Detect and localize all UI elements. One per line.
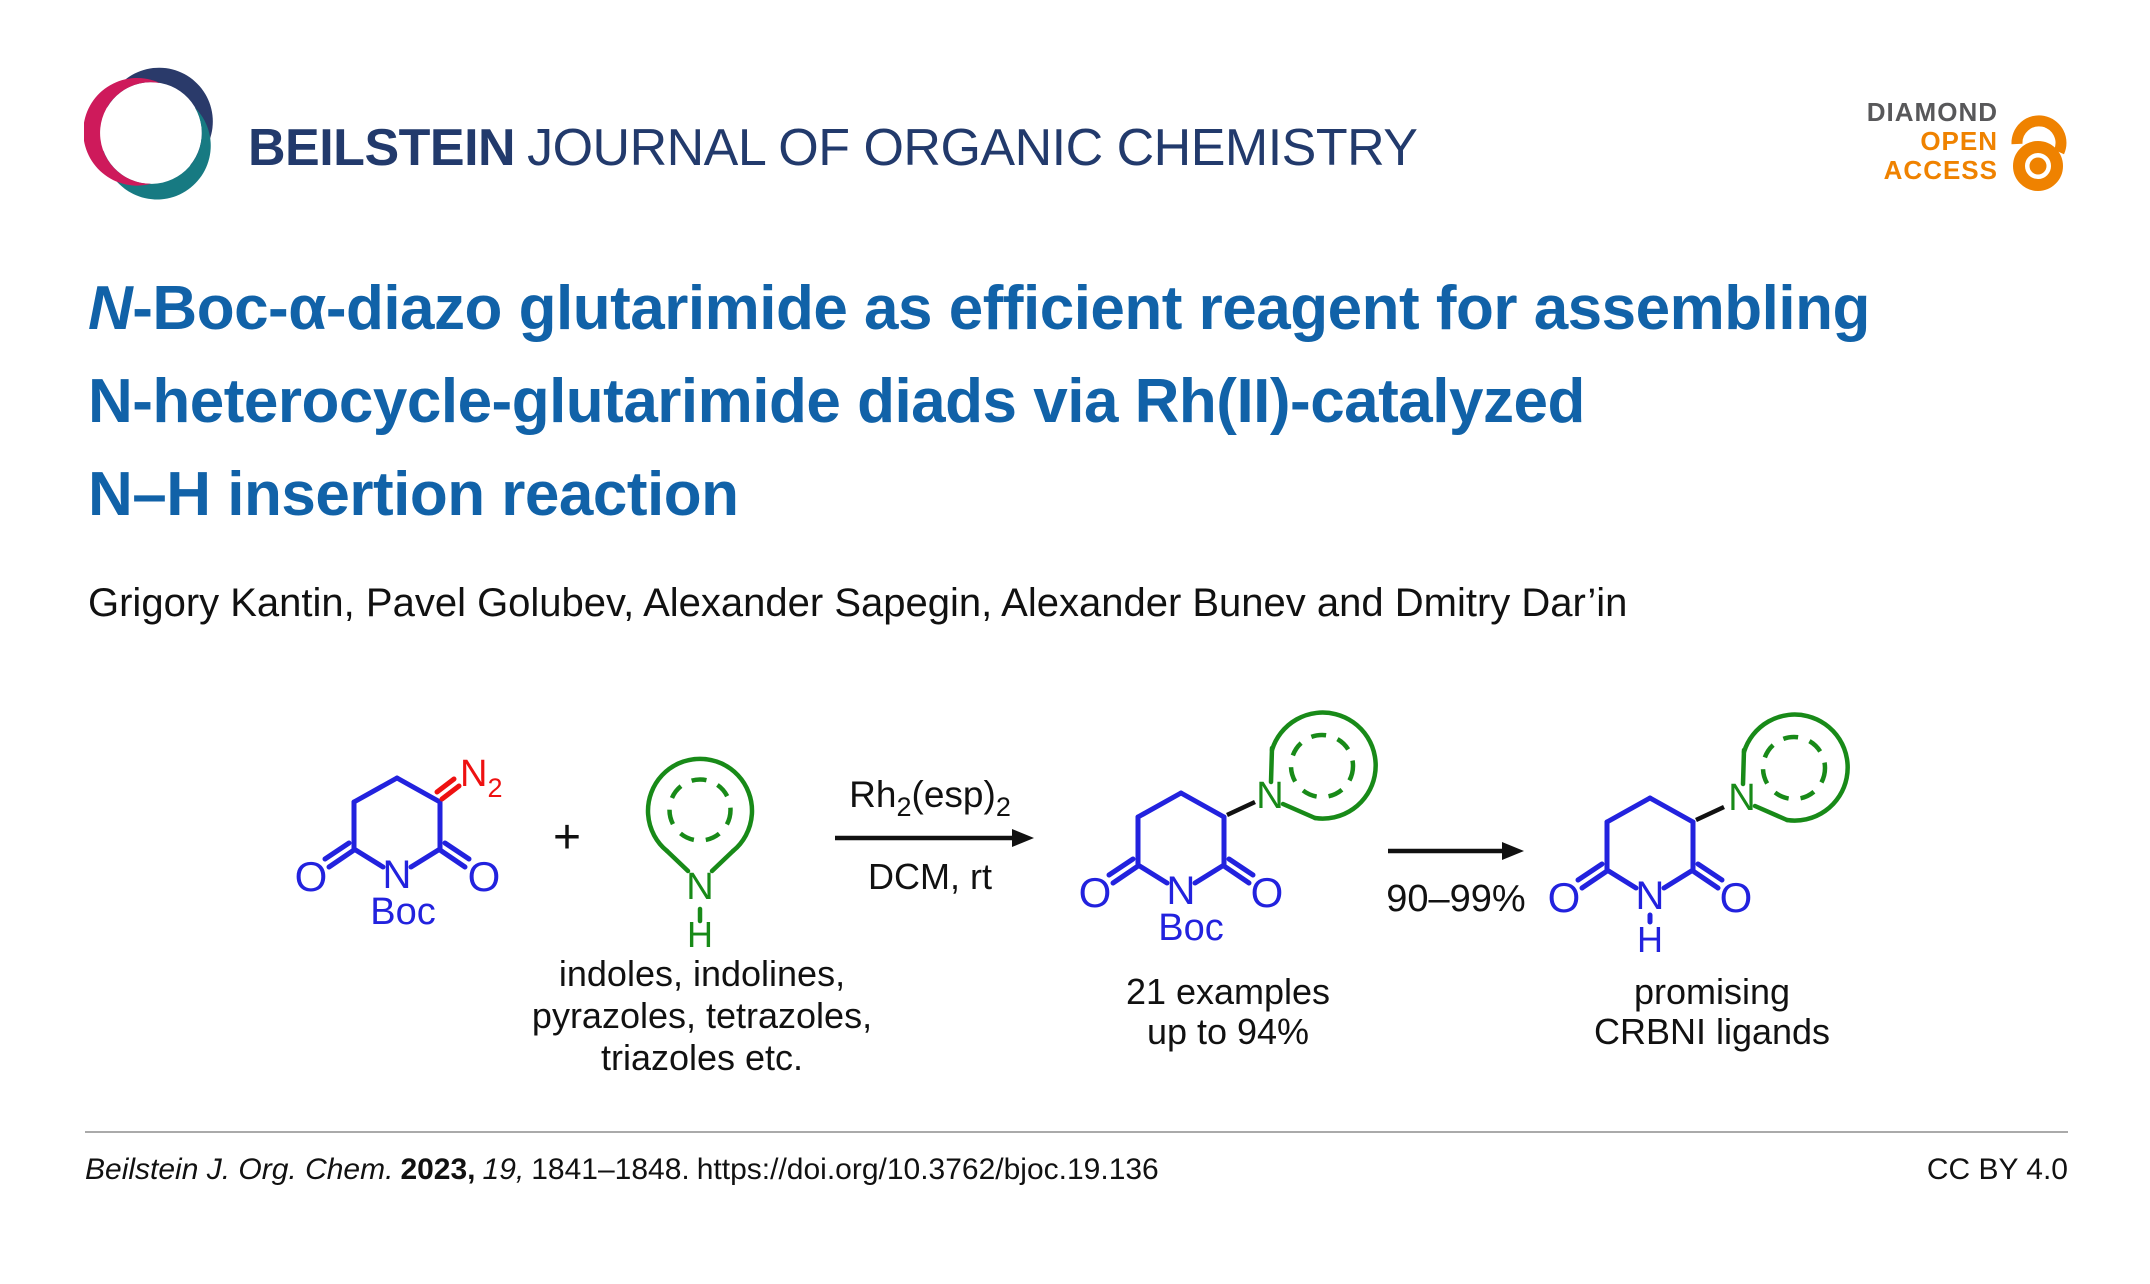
oxygen-label: O [1548,874,1581,921]
molecule-nh-heterocycle: N H indoles, indolines, pyrazoles, tetra… [532,756,872,1078]
reagent-caption-line: indoles, indolines, [559,953,845,994]
solvent-label: DCM, rt [868,856,992,897]
oxygen-label: O [1251,869,1284,916]
journal-name-rest: JOURNAL OF ORGANIC CHEMISTRY [527,119,1418,177]
oxygen-label: O [295,853,328,900]
nitrogen-label: N [383,853,412,897]
nitrogen-label: N [1636,874,1665,918]
oxygen-label: O [468,853,501,900]
journal-name-bold: BEILSTEIN [248,119,516,177]
license-label: CC BY 4.0 [1926,1153,2068,1186]
author-list: Grigory Kantin, Pavel Golubev, Alexander… [88,581,1628,625]
reagent-caption-line: pyrazoles, tetrazoles, [532,995,872,1036]
citation-pages: 1841–1848. [531,1153,690,1186]
journal-name: BEILSTEIN JOURNAL OF ORGANIC CHEMISTRY [248,118,1418,178]
molecule-product-boc: O O N Boc N 21 examples up to 94% [1079,710,1378,1052]
diamond-open-access-badge: DIAMOND OPEN ACCESS [1855,98,2070,193]
citation-volume: 19, [482,1153,525,1186]
product-note-line: 21 examples [1126,971,1330,1012]
hydrogen-label: H [687,914,713,955]
title-line1-rest: -Boc-α-diazo glutarimide as efficient re… [132,274,1870,343]
product-note-line: promising [1634,971,1790,1012]
molecule-diazo-glutarimide: N2 O O N Boc [295,753,503,933]
oxygen-label: O [1720,874,1753,921]
citation-journal: Beilstein J. Org. Chem. [85,1153,394,1186]
nitrogen-label: N [686,866,713,908]
yield-label: 90–99% [1386,878,1525,920]
nitrogen-label: N [1167,869,1196,913]
boc-label: Boc [1158,907,1223,949]
catalyst-label: Rh2(esp)2 [849,774,1011,822]
citation: Beilstein J. Org. Chem. 2023, 19, 1841–1848… [85,1153,1159,1187]
title-line-2: N-heterocycle-glutarimide diads via Rh(I… [88,367,1585,436]
plus-sign: + [553,811,581,864]
title-line-1: N-Boc-α-diazo glutarimide as efficient r… [88,262,2078,355]
citation-year: 2023, [400,1153,476,1186]
oa-line-open: OPEN [1920,126,1998,156]
footer-divider [85,1131,2068,1133]
title-line-3: N–H insertion reaction [88,460,739,529]
oxygen-label: O [1079,869,1112,916]
article-title: N-Boc-α-diazo glutarimide as efficient r… [88,262,2078,541]
reagent-caption-line: triazoles etc. [601,1037,803,1078]
oa-line-diamond: DIAMOND [1866,97,1998,127]
reaction-arrow-1: Rh2(esp)2 DCM, rt [835,774,1034,897]
title-line1-italic-n: N [88,274,133,343]
product-note-line: up to 94% [1147,1011,1309,1052]
molecule-product-nh: O O N H N promising CRBNI ligands [1548,712,1850,1052]
oa-line-access: ACCESS [1883,155,1998,185]
reaction-arrow-2: 90–99% [1386,842,1526,920]
hydrogen-label: H [1637,919,1663,960]
product-note-line: CRBNI ligands [1594,1011,1830,1052]
citation-doi-link[interactable]: https://doi.org/10.3762/bjoc.19.136 [696,1153,1159,1186]
open-access-lock-icon [2011,115,2067,191]
diazo-label: N2 [460,753,502,803]
boc-label: Boc [370,891,435,933]
open-access-label: DIAMOND OPEN ACCESS [1867,98,1998,185]
